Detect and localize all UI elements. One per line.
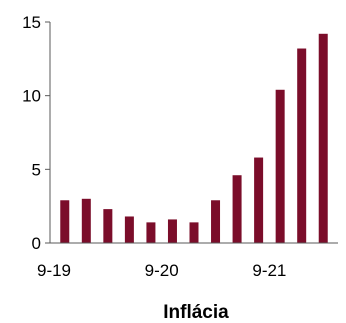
bar bbox=[60, 200, 69, 243]
chart-title: Inflácia bbox=[163, 302, 229, 323]
bar bbox=[82, 199, 91, 243]
y-tick-label: 15 bbox=[22, 13, 41, 32]
bars-group bbox=[60, 34, 327, 243]
bar bbox=[276, 90, 285, 243]
x-tick-label: 9-20 bbox=[145, 261, 179, 280]
y-tick-label: 5 bbox=[32, 160, 41, 179]
x-tick-label: 9-21 bbox=[252, 261, 286, 280]
y-axis: 0 5 10 15 bbox=[22, 13, 50, 253]
y-tick-label: 0 bbox=[32, 234, 41, 253]
bar bbox=[319, 34, 328, 243]
bar bbox=[211, 200, 220, 243]
bar bbox=[190, 222, 199, 243]
bar bbox=[125, 216, 134, 243]
x-axis: 9-199-209-219-22 bbox=[37, 243, 346, 280]
bar bbox=[103, 209, 112, 243]
y-tick-label: 10 bbox=[22, 87, 41, 106]
bar bbox=[168, 219, 177, 243]
bar bbox=[146, 222, 155, 243]
bar bbox=[233, 175, 242, 243]
bar bbox=[297, 49, 306, 243]
bar bbox=[254, 158, 263, 243]
x-tick-label: 9-19 bbox=[37, 261, 71, 280]
